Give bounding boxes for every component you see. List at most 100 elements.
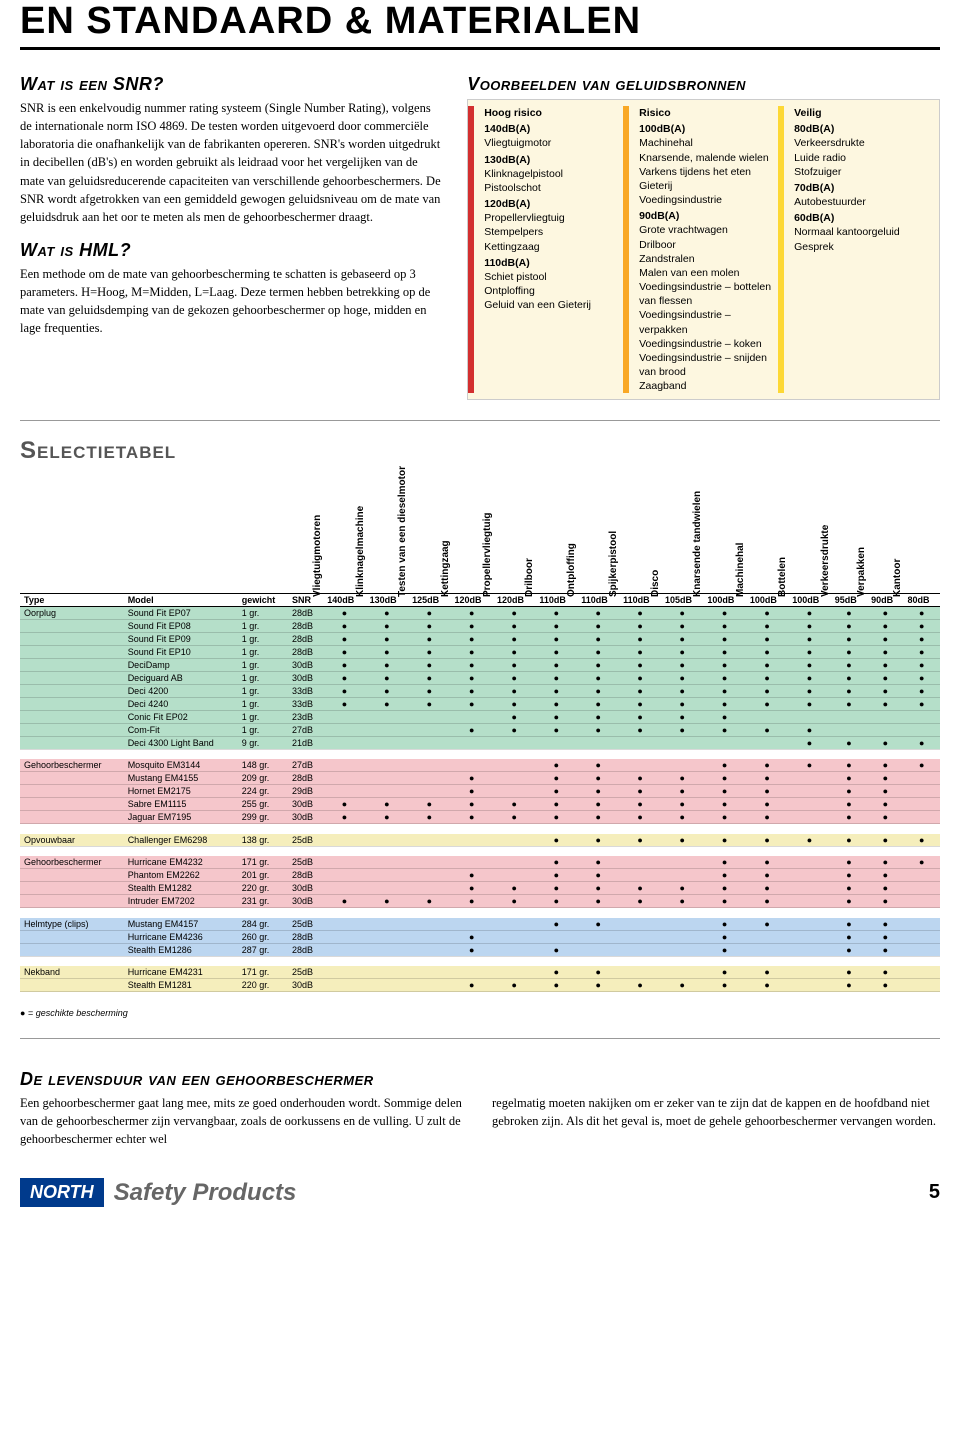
sound-item: Malen van een molen: [639, 266, 772, 280]
dot-cell: [788, 710, 830, 723]
dot-cell: ●: [746, 882, 788, 895]
dot-cell: ●: [831, 895, 867, 908]
dot-cell: ●: [788, 723, 830, 736]
cell: 33dB: [288, 684, 323, 697]
dot-cell: ●: [703, 856, 745, 869]
cell: [20, 811, 124, 824]
dot-cell: ●: [323, 811, 365, 824]
dot-cell: ●: [703, 918, 745, 931]
dot-cell: ●: [867, 772, 903, 785]
dot-cell: [903, 966, 940, 979]
dot-cell: ●: [867, 632, 903, 645]
cell: 33dB: [288, 697, 323, 710]
dot-cell: ●: [661, 710, 703, 723]
dot-cell: ●: [408, 697, 450, 710]
dot-cell: [903, 811, 940, 824]
dot-cell: ●: [703, 930, 745, 943]
dot-cell: [788, 772, 830, 785]
dot-cell: ●: [408, 895, 450, 908]
dot-cell: ●: [619, 606, 661, 619]
dot-cell: ●: [535, 723, 577, 736]
cell: 30dB: [288, 658, 323, 671]
col-label: Klinknagelmachine: [355, 579, 366, 597]
sound-item: Machinehal: [639, 136, 772, 150]
dot-cell: ●: [619, 710, 661, 723]
dot-cell: ●: [831, 645, 867, 658]
dot-cell: [323, 979, 365, 992]
dot-cell: [577, 736, 619, 749]
dot-cell: [408, 834, 450, 847]
dot-cell: ●: [493, 979, 535, 992]
dot-cell: ●: [867, 697, 903, 710]
dot-cell: ●: [831, 658, 867, 671]
dot-cell: ●: [323, 895, 365, 908]
cell: [20, 785, 124, 798]
dot-cell: [903, 723, 940, 736]
dot-cell: [661, 943, 703, 956]
sound-item: Voedingsindustrie: [639, 193, 772, 207]
dot-cell: ●: [577, 684, 619, 697]
dot-cell: ●: [661, 684, 703, 697]
dot-cell: [323, 834, 365, 847]
sound-col-title: Risico: [639, 106, 772, 120]
cell: 171 gr.: [238, 966, 288, 979]
dot-cell: [323, 856, 365, 869]
table-row: Sabre EM1115255 gr.30dB●●●●●●●●●●●●●: [20, 798, 940, 811]
sound-db: 110dB(A): [484, 256, 617, 270]
col-label: Bottelen: [777, 579, 788, 597]
table-row: Deci 4300 Light Band9 gr.21dB●●●●: [20, 736, 940, 749]
dot-cell: ●: [831, 834, 867, 847]
col-label: Testen van een dieselmotor: [397, 579, 408, 597]
dot-cell: ●: [535, 785, 577, 798]
cell: 27dB: [288, 759, 323, 772]
cell: 28dB: [288, 632, 323, 645]
dot-cell: ●: [535, 658, 577, 671]
dot-cell: ●: [746, 798, 788, 811]
dot-cell: ●: [577, 811, 619, 824]
dot-cell: ●: [577, 918, 619, 931]
sound-col-title: Veilig: [794, 106, 927, 120]
levensduur-title: De levensduur van een gehoorbeschermer: [20, 1069, 940, 1090]
dot-cell: ●: [619, 645, 661, 658]
cell: Gehoorbeschermer: [20, 856, 124, 869]
table-row: Sound Fit EP101 gr.28dB●●●●●●●●●●●●●●●: [20, 645, 940, 658]
dot-cell: ●: [788, 619, 830, 632]
dot-cell: ●: [366, 671, 408, 684]
hml-body: Een methode om de mate van gehoorbescher…: [20, 265, 443, 338]
dot-cell: ●: [577, 772, 619, 785]
levensduur-col2: regelmatig moeten nakijken om er zeker v…: [492, 1094, 940, 1148]
cell: Gehoorbeschermer: [20, 759, 124, 772]
col-label: Vliegtuigmotoren: [312, 579, 323, 597]
dot-cell: ●: [746, 632, 788, 645]
dot-cell: ●: [703, 697, 745, 710]
dot-cell: [867, 710, 903, 723]
cell: Intruder EM7202: [124, 895, 238, 908]
dot-cell: [746, 943, 788, 956]
dot-cell: ●: [535, 632, 577, 645]
footer: NORTH Safety Products 5: [20, 1178, 940, 1207]
sound-db: 120dB(A): [484, 197, 617, 211]
dot-cell: [451, 710, 493, 723]
dot-cell: ●: [831, 619, 867, 632]
dot-cell: ●: [746, 785, 788, 798]
dot-cell: ●: [577, 606, 619, 619]
dot-cell: [408, 882, 450, 895]
cell: [20, 697, 124, 710]
dot-cell: ●: [831, 785, 867, 798]
dot-cell: ●: [493, 632, 535, 645]
col-label: Machinehal: [735, 579, 746, 597]
dot-cell: [366, 869, 408, 882]
header-cell: Model: [124, 593, 238, 606]
dot-cell: ●: [577, 632, 619, 645]
cell: 30dB: [288, 811, 323, 824]
dot-cell: ●: [366, 697, 408, 710]
dot-cell: [493, 943, 535, 956]
dot-cell: [746, 710, 788, 723]
table-legend: ● = geschikte bescherming: [20, 1008, 940, 1018]
cell: [20, 895, 124, 908]
dot-cell: [451, 966, 493, 979]
dot-cell: ●: [903, 759, 940, 772]
cell: [20, 619, 124, 632]
dot-cell: [323, 736, 365, 749]
col-label: Drilboor: [524, 579, 535, 597]
